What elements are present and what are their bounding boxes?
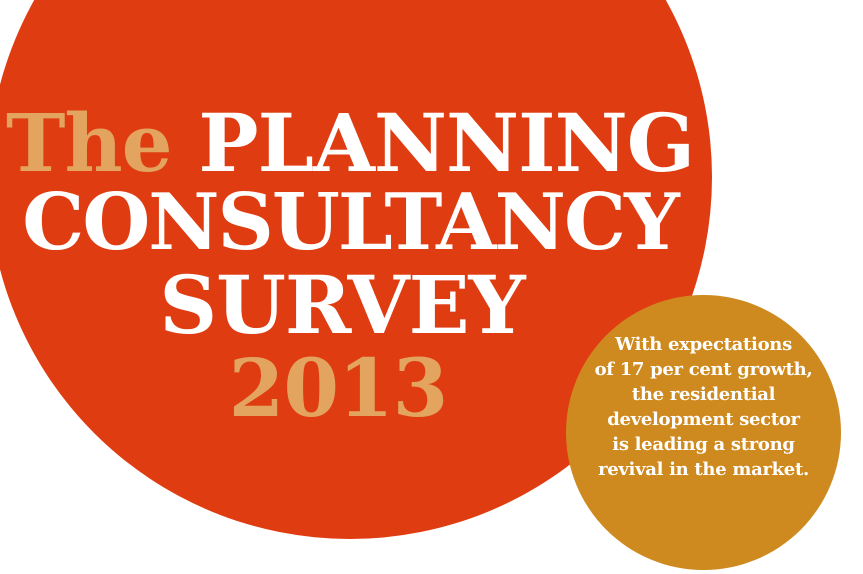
blurb-circle: With expectations of 17 per cent growth,…: [566, 295, 841, 570]
blurb-line: revival in the market.: [598, 459, 809, 480]
blurb-line: of 17 per cent growth,: [594, 359, 813, 380]
title-year: 2013: [228, 341, 449, 435]
title-line-3: SURVEY: [159, 258, 525, 352]
blurb-line: development sector: [607, 409, 800, 430]
title-line-2: CONSULTANCY: [22, 177, 680, 268]
title-word-the: The: [5, 96, 173, 190]
blurb-line: is leading a strong: [612, 434, 795, 455]
blurb-line: With expectations: [615, 334, 792, 355]
title-line-1: The PLANNING: [0, 103, 700, 183]
blurb-text: With expectations of 17 per cent growth,…: [566, 332, 841, 482]
survey-title: The PLANNING CONSULTANCY SURVEY 2013: [0, 103, 700, 435]
blurb-line: the residential: [631, 384, 776, 405]
title-word-planning: PLANNING: [198, 96, 695, 190]
